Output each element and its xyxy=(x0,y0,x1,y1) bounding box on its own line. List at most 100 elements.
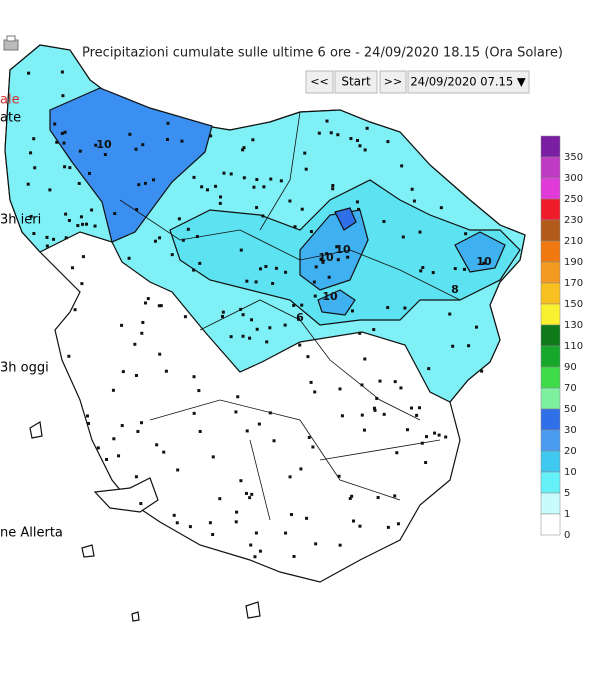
area-30mm xyxy=(49,87,213,243)
station-dot xyxy=(218,497,222,501)
legend-swatch xyxy=(540,198,561,221)
station-dot xyxy=(351,309,355,313)
station-dot xyxy=(424,460,428,464)
station-dot xyxy=(27,71,31,75)
station-dot xyxy=(29,151,33,155)
station-dot xyxy=(357,207,361,211)
station-dot xyxy=(251,138,255,142)
legend-label: 150 xyxy=(564,299,583,310)
station-dot xyxy=(336,258,340,262)
station-dot xyxy=(264,264,268,268)
print-icon[interactable] xyxy=(3,35,19,51)
station-dot xyxy=(406,428,410,432)
station-dot xyxy=(289,513,293,517)
legend-label: 230 xyxy=(564,215,583,226)
start-button-label[interactable]: Start xyxy=(341,75,371,89)
station-dot xyxy=(73,308,77,312)
station-dot xyxy=(259,267,263,271)
start-button[interactable] xyxy=(334,70,378,94)
station-dot xyxy=(120,424,124,428)
station-dot xyxy=(261,214,265,218)
station-dot xyxy=(218,201,222,205)
station-dot xyxy=(152,178,156,182)
station-dot xyxy=(415,413,419,417)
station-dot xyxy=(45,235,49,239)
legend-label: 170 xyxy=(564,278,583,289)
station-dot xyxy=(349,137,353,141)
station-dot xyxy=(348,496,352,500)
station-dot xyxy=(208,521,212,525)
station-dot xyxy=(244,491,248,495)
station-dot xyxy=(254,280,258,284)
station-dot xyxy=(350,494,354,498)
station-dot xyxy=(234,410,238,414)
station-dot xyxy=(234,520,238,524)
station-dot xyxy=(365,126,369,130)
station-dot xyxy=(284,531,288,535)
station-dot xyxy=(136,429,140,433)
area-10mm-a xyxy=(299,209,369,291)
station-dot xyxy=(464,232,468,236)
station-dot xyxy=(78,149,82,153)
station-dot xyxy=(183,315,187,319)
station-dot xyxy=(186,227,190,231)
station-dot xyxy=(229,335,233,339)
station-dot xyxy=(337,474,341,478)
station-dot xyxy=(412,199,416,203)
side-panel: ale ate 3h ieri 3h oggi ne Allerta xyxy=(0,93,63,541)
station-dot xyxy=(386,306,390,310)
station-dot xyxy=(192,175,196,179)
area-10mm-c xyxy=(317,289,356,316)
station-dot xyxy=(358,524,362,528)
station-dot xyxy=(134,373,138,377)
legend-label: 90 xyxy=(564,362,577,373)
station-dot xyxy=(305,516,309,520)
date-select-label[interactable]: 24/09/2020 07.15 ▼ xyxy=(410,75,526,89)
station-dot xyxy=(378,379,382,383)
next-button-label[interactable]: >> xyxy=(384,75,402,88)
station-dot xyxy=(45,244,49,248)
station-dot xyxy=(268,326,272,330)
prev-button[interactable] xyxy=(305,70,334,94)
station-dot xyxy=(283,323,287,327)
station-dot xyxy=(239,479,243,483)
station-dot xyxy=(141,320,145,324)
station-dot xyxy=(155,443,159,447)
station-dot xyxy=(64,236,68,240)
station-dot xyxy=(400,164,404,168)
station-dot xyxy=(338,387,342,391)
station-dot xyxy=(135,208,139,212)
legend-swatch xyxy=(540,324,561,347)
contour-label: 6 xyxy=(296,311,304,324)
side-text: 3h ieri xyxy=(0,213,41,228)
station-dot xyxy=(250,318,254,322)
station-dot xyxy=(254,531,258,535)
legend-swatch xyxy=(540,177,561,200)
legend-swatch xyxy=(540,345,561,368)
station-dot xyxy=(235,510,239,514)
station-dot xyxy=(358,144,362,148)
station-dot xyxy=(209,134,213,138)
station-dot xyxy=(143,301,147,305)
next-button[interactable] xyxy=(379,70,407,94)
legend-swatch xyxy=(540,156,561,179)
prev-button-label[interactable]: << xyxy=(310,75,328,88)
station-dot xyxy=(393,380,397,384)
station-dot xyxy=(113,212,117,216)
station-dot xyxy=(418,230,422,234)
station-dot xyxy=(61,94,65,98)
station-dot xyxy=(239,307,243,311)
date-select[interactable] xyxy=(407,70,530,94)
station-dot xyxy=(77,181,81,185)
legend-swatch xyxy=(540,282,561,305)
station-dot xyxy=(239,248,243,252)
station-dot xyxy=(309,230,313,234)
side-text: ne Allerta xyxy=(0,526,63,541)
legend-label: 30 xyxy=(564,425,577,436)
island-small-4 xyxy=(131,611,140,622)
station-dot xyxy=(410,406,414,410)
contour-label: 10 xyxy=(322,290,338,303)
contour-label: 10 xyxy=(318,251,334,264)
station-dot xyxy=(252,185,256,189)
